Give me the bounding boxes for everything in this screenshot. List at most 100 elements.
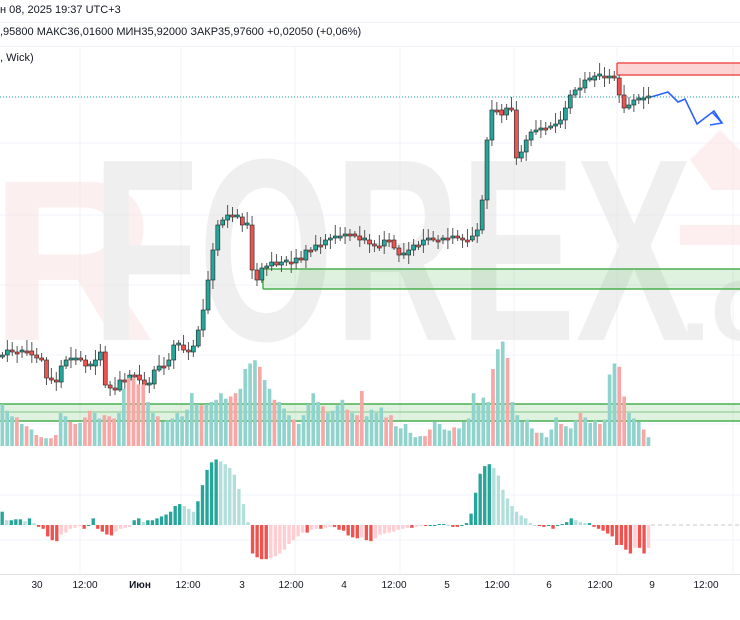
candle-up	[284, 259, 289, 263]
candle-down	[186, 349, 191, 353]
ohlc-legend: ,95800 МАКС36,01600 МИН35,92000 ЗАКР35,9…	[0, 26, 362, 38]
oscillator-bar	[619, 525, 623, 545]
candle-up	[425, 237, 431, 241]
oscillator-bar	[109, 525, 114, 536]
candle-down	[611, 75, 617, 79]
candle-up	[489, 109, 495, 141]
oscillator-bar	[387, 525, 391, 533]
oscillator-bar	[273, 525, 277, 557]
oscillator-bar	[483, 466, 487, 525]
oscillator-bar	[137, 518, 141, 525]
oscillator-bar	[105, 525, 109, 535]
candle-up	[337, 235, 343, 239]
oscillator-bar	[278, 525, 282, 554]
volume-bar	[452, 427, 456, 446]
candle-up	[220, 219, 226, 226]
oscillator-bar	[373, 525, 378, 539]
candle-down	[514, 109, 519, 159]
candle-up	[401, 252, 407, 256]
volume-bar	[58, 413, 63, 446]
candle-down	[29, 350, 35, 356]
volume-bar	[121, 388, 126, 446]
time-axis[interactable]: 30 12:00 Июн 12:00 3 12:00 4 12:00 5 12:00 6 12:00 9…	[0, 574, 740, 597]
candle-up	[567, 94, 573, 109]
candle-down	[137, 374, 142, 381]
candle-down	[142, 379, 147, 386]
volume-bar	[457, 428, 461, 446]
candle-up	[597, 73, 602, 77]
oscillator-bar	[451, 525, 455, 527]
candle-up	[88, 363, 93, 367]
volume-bar	[0, 404, 5, 446]
volume-bar	[267, 388, 272, 446]
volume-bar	[632, 418, 636, 446]
candle-up	[5, 349, 10, 356]
oscillator-bar	[351, 525, 355, 538]
oscillator-bar	[592, 525, 596, 527]
candle-up	[259, 267, 265, 281]
oscillator-bar	[200, 485, 205, 525]
oscillator-bar	[300, 525, 305, 533]
time-axis-label: 12:00	[72, 580, 98, 591]
volume-bar	[617, 366, 622, 446]
candle-up	[63, 359, 69, 367]
oscillator-bar	[150, 520, 155, 525]
candle-down	[318, 244, 323, 248]
oscillator-bar	[610, 525, 614, 537]
volume-bar	[214, 399, 218, 446]
header-divider	[0, 22, 740, 23]
candle-up	[518, 151, 524, 159]
volume-bar	[311, 393, 316, 446]
time-axis-label: 12:00	[587, 580, 613, 591]
candle-up	[626, 104, 632, 109]
volume-bar	[428, 429, 432, 446]
oscillator-bar	[314, 525, 318, 529]
candle-up	[328, 237, 333, 241]
oscillator-bar	[228, 468, 232, 525]
candle-up	[176, 342, 181, 346]
candle-up	[98, 351, 103, 361]
candle-up	[558, 119, 563, 125]
candle-down	[83, 359, 88, 367]
oscillator-bar	[569, 518, 573, 525]
volume-bar	[374, 413, 379, 446]
legend-divider	[0, 46, 740, 47]
time-axis-label: Июн	[129, 580, 151, 591]
oscillator-bar	[246, 522, 250, 525]
volume-bar	[326, 413, 330, 446]
volume-bar	[432, 421, 437, 446]
candle-up	[269, 261, 274, 267]
volume-bar	[5, 410, 10, 446]
candle-down	[122, 379, 128, 383]
volume-bar	[87, 410, 92, 446]
oscillator-bar	[264, 525, 268, 560]
volume-bar	[578, 413, 583, 446]
volume-bar	[602, 419, 607, 446]
oscillator-bar	[82, 525, 86, 529]
oscillator-bar	[369, 525, 373, 542]
candle-down	[288, 261, 294, 265]
oscillator-bar	[546, 525, 551, 526]
candle-up	[533, 129, 539, 133]
oscillator-bar	[282, 525, 287, 550]
candle-down	[102, 351, 108, 386]
volume-bar	[102, 415, 107, 446]
svg-text:FOREX: FOREX	[92, 106, 693, 396]
candle-up	[0, 354, 5, 358]
volume-bar	[136, 384, 141, 446]
oscillator-bar	[633, 525, 637, 548]
candle-up	[166, 359, 172, 367]
oscillator-bar	[565, 522, 569, 525]
oscillator-bar	[32, 523, 36, 525]
candle-down	[352, 233, 358, 237]
candle-up	[553, 123, 558, 127]
oscillator-bar	[319, 525, 323, 529]
indicator-legend[interactable]: , Wick)	[0, 52, 34, 64]
volume-bar	[170, 418, 175, 446]
volume-bar	[500, 341, 505, 446]
oscillator-bar	[533, 525, 537, 526]
volume-bar	[10, 416, 14, 446]
volume-bar	[15, 417, 19, 446]
oscillator-bar	[269, 525, 273, 559]
